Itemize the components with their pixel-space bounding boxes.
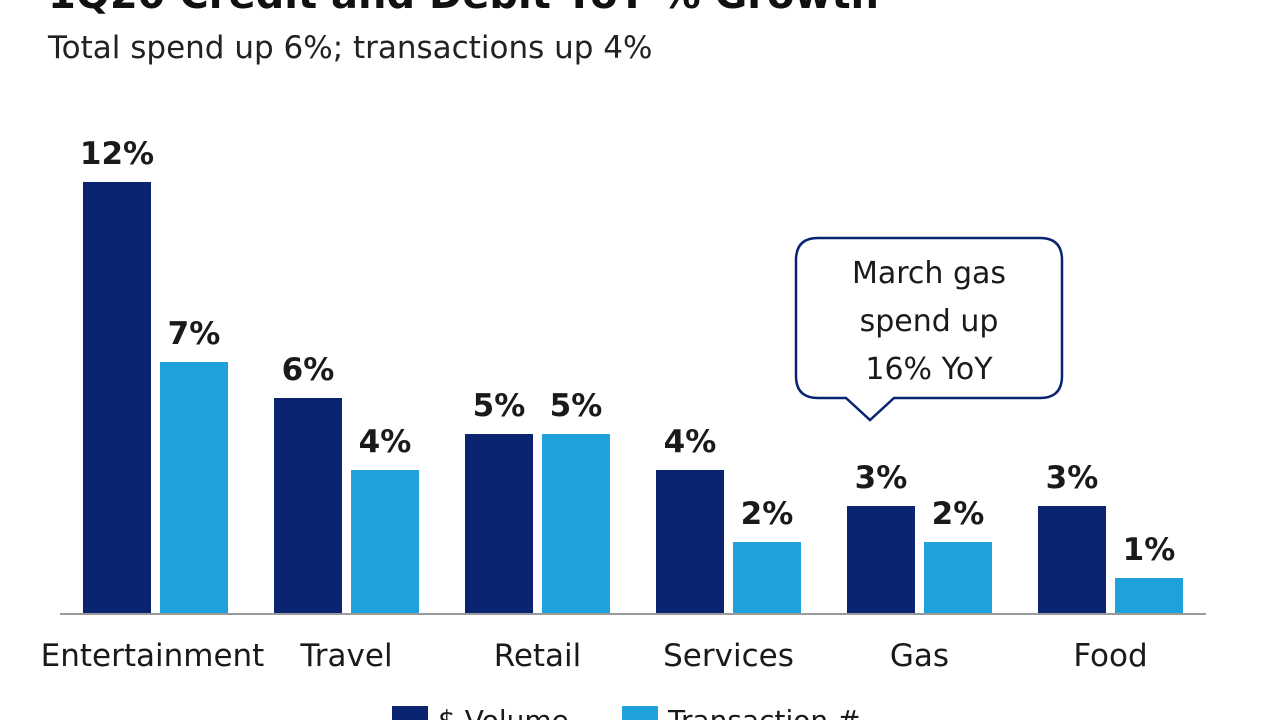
bar-services-transaction: [733, 542, 801, 614]
value-label-retail-volume: 5%: [473, 388, 526, 424]
category-label-travel: Travel: [299, 638, 392, 674]
value-label-entertainment-volume: 12%: [80, 136, 154, 172]
value-label-services-transaction: 2%: [741, 496, 794, 532]
value-label-gas-transaction: 2%: [932, 496, 985, 532]
bar-entertainment-volume: [83, 182, 151, 614]
value-label-food-volume: 3%: [1046, 460, 1099, 496]
legend-label-transaction: Transaction #: [667, 704, 861, 720]
bar-travel-transaction: [351, 470, 419, 614]
bar-entertainment-transaction: [160, 362, 228, 614]
bar-gas-volume: [847, 506, 915, 614]
category-label-services: Services: [663, 638, 794, 674]
gas-callout-box: [794, 236, 1064, 422]
legend-label-volume: $ Volume: [438, 704, 569, 720]
category-label-gas: Gas: [890, 638, 949, 674]
value-label-gas-volume: 3%: [855, 460, 908, 496]
category-label-entertainment: Entertainment: [41, 638, 265, 674]
value-label-food-transaction: 1%: [1123, 532, 1176, 568]
gas-callout-text: March gas spend up 16% YoY: [796, 250, 1062, 394]
legend-swatch-transaction: [622, 706, 658, 720]
value-label-services-volume: 4%: [664, 424, 717, 460]
category-label-food: Food: [1073, 638, 1147, 674]
callout-line-3: 16% YoY: [865, 352, 993, 387]
bar-retail-volume: [465, 434, 533, 614]
bar-services-volume: [656, 470, 724, 614]
chart-title: 1Q20 Credit and Debit YoY % Growth: [48, 0, 879, 18]
bar-retail-transaction: [542, 434, 610, 614]
callout-line-1: March gas: [851, 256, 1007, 291]
bar-travel-volume: [274, 398, 342, 614]
category-label-retail: Retail: [494, 638, 582, 674]
bar-gas-transaction: [924, 542, 992, 614]
callout-line-2: spend up: [859, 304, 999, 339]
value-label-entertainment-transaction: 7%: [168, 316, 221, 352]
bar-food-volume: [1038, 506, 1106, 614]
value-label-travel-transaction: 4%: [359, 424, 412, 460]
legend-swatch-volume: [392, 706, 428, 720]
value-label-travel-volume: 6%: [282, 352, 335, 388]
value-label-retail-transaction: 5%: [550, 388, 603, 424]
chart-subtitle: Total spend up 6%; transactions up 4%: [48, 30, 653, 66]
bar-food-transaction: [1115, 578, 1183, 614]
